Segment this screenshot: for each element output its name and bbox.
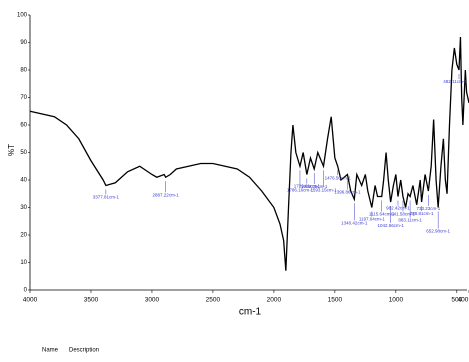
x-tick-label: 400 [458, 297, 469, 304]
peak-label: 1197.04cm-1 [359, 217, 385, 222]
y-tick-label: 100 [17, 13, 28, 19]
y-tick-label: 10 [20, 260, 27, 266]
y-tick-label: 40 [20, 178, 27, 184]
spectrum-line [29, 36, 469, 271]
peak-label: 1340.42cm-1 [341, 220, 368, 225]
peak-label: 1669.25cm-1 [301, 184, 328, 189]
footer-description: Description [69, 348, 99, 354]
x-tick-label: 1500 [328, 297, 343, 304]
x-tick-label: 2000 [267, 297, 282, 304]
peak-label: 652.98cm-1 [426, 229, 450, 234]
x-tick-label: 2500 [206, 297, 221, 304]
y-tick-label: 70 [20, 95, 27, 101]
peak-label: 883.11cm-1 [398, 218, 422, 223]
x-tick-label: 500 [451, 297, 462, 304]
peak-label: 941.58cm-1 [391, 212, 415, 217]
peak-label: 2887.22cm-1 [153, 192, 180, 197]
x-tick-label: 3000 [145, 297, 160, 304]
footer-name: Name [42, 348, 59, 354]
peak-label: 1042.56cm-1 [378, 223, 405, 228]
y-tick-label: 30 [20, 205, 27, 211]
peak-label: 482.11cm-1 [443, 79, 467, 84]
peak-label: 1729.61cm-1 [294, 184, 321, 189]
peak-label: 1396.86cm-1 [334, 190, 361, 195]
peak-label: 1593.15cm-1 [310, 187, 337, 192]
peak-label: 1476.50cm-1 [325, 175, 352, 180]
y-tick-label: 80 [20, 68, 27, 74]
y-tick-label: 60 [20, 123, 27, 129]
x-tick-label: 1000 [389, 297, 404, 304]
x-tick-label: 4000 [23, 297, 38, 304]
y-tick-label: 20 [20, 233, 27, 239]
y-axis-label: %T [7, 144, 16, 156]
peak-label: 788.81cm-1 [410, 211, 434, 216]
peak-label: 733.23cm-1 [416, 206, 440, 211]
peak-label: 982.42cm-1 [386, 206, 410, 211]
peak-label: 1115.64cm-1 [369, 212, 395, 217]
peak-label: 3377.81cm-1 [93, 195, 120, 200]
x-axis-label: cm-1 [239, 307, 262, 318]
peak-label: 1786.16cm-1 [287, 187, 314, 192]
y-tick-label: 90 [20, 40, 27, 46]
x-tick-label: 3500 [84, 297, 99, 304]
y-tick-label: 50 [20, 150, 27, 156]
y-tick-label: 0 [24, 288, 28, 294]
